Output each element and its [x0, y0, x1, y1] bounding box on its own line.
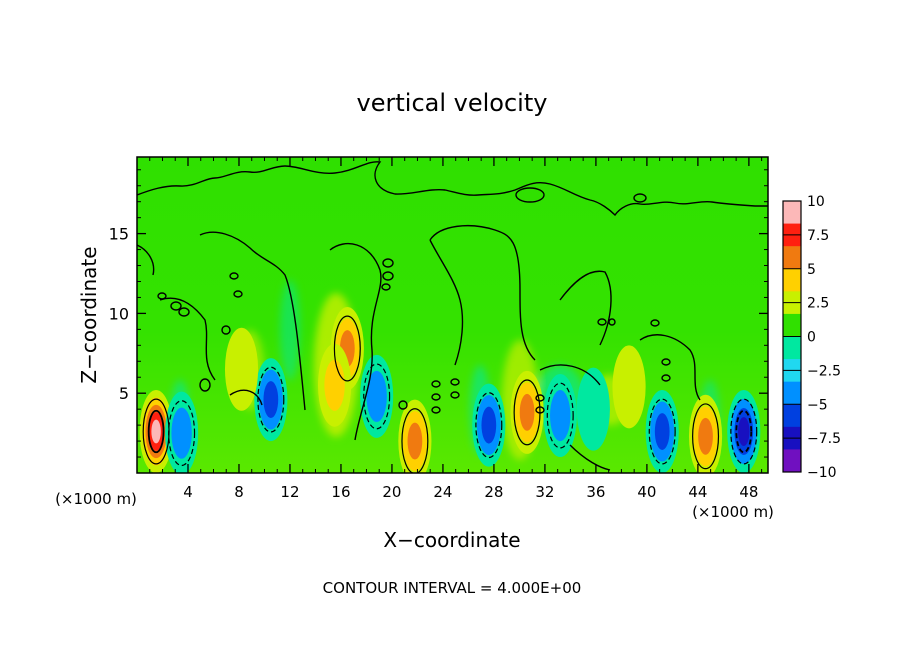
colorbar-swatch — [783, 313, 801, 337]
feature-level — [481, 406, 497, 444]
feature-cell — [398, 399, 432, 473]
x-axis-label: X−coordinate — [383, 528, 520, 552]
x-tick-label: 40 — [637, 483, 656, 501]
feature-cell — [576, 367, 610, 451]
x-unit-right: (×1000 m) — [692, 503, 774, 521]
feature-level — [151, 419, 161, 444]
colorbar-swatch — [783, 449, 801, 473]
colorbar-tick-label: 2.5 — [807, 296, 829, 312]
colorbar-swatch — [783, 268, 801, 292]
feature-cell — [688, 394, 723, 473]
feature-contour — [692, 403, 720, 470]
x-tick-label: 44 — [688, 483, 707, 501]
colorbar-tick-label: 7.5 — [807, 228, 829, 244]
y-tick-label: 5 — [119, 384, 129, 403]
feature-contour — [168, 400, 196, 467]
feature-cell — [612, 345, 646, 429]
colorbar-swatch — [783, 404, 801, 428]
colorbar-tick-label: 5 — [807, 262, 816, 278]
x-tick-label: 16 — [331, 483, 350, 501]
colorbar-tick-label: 10 — [807, 194, 825, 210]
x-tick-label: 32 — [535, 483, 554, 501]
feature-level — [519, 393, 535, 431]
x-axis: 4 8 12 16 20 24 28 32 36 40 44 48 — [149, 157, 763, 501]
x-tick-label: 20 — [382, 483, 401, 501]
feature-cell — [645, 390, 679, 473]
feature-level — [698, 417, 713, 455]
x-tick-label: 8 — [234, 483, 244, 501]
feature-contours — [142, 315, 758, 473]
feature-cell — [510, 370, 544, 454]
feature-contour — [333, 315, 361, 382]
feature-contour — [257, 366, 285, 433]
feature-cell — [472, 383, 506, 467]
feature-level — [366, 370, 387, 422]
feature-level — [324, 359, 345, 411]
feature-level — [550, 390, 571, 442]
feature-contour — [401, 408, 429, 473]
x-tick-label: 48 — [739, 483, 758, 501]
feature-level — [576, 367, 610, 451]
x-tick-label: 36 — [586, 483, 605, 501]
y-tick-label: 10 — [109, 304, 129, 323]
feature-level — [171, 407, 192, 459]
feature-level — [224, 327, 259, 411]
feature-contour — [475, 392, 503, 459]
colorbar-tick-label: −10 — [807, 465, 837, 481]
colorbar-tick-label: −7.5 — [807, 431, 841, 447]
plot-frame — [136, 156, 769, 474]
feature-cell — [224, 327, 259, 411]
feature-level — [612, 345, 646, 429]
feature-contour-inner — [147, 409, 165, 454]
feature-contour — [730, 398, 758, 465]
feature-cell — [543, 374, 577, 458]
feature-cell — [360, 354, 394, 438]
colorbar-tick-label: −2.5 — [807, 363, 841, 379]
feature-contour — [648, 398, 676, 465]
feature-level — [654, 413, 670, 450]
x-tick-label: 4 — [183, 483, 193, 501]
colorbar-swatch — [783, 336, 801, 360]
feature-level — [738, 417, 750, 446]
feature-contour — [513, 379, 541, 446]
contour-lines — [137, 161, 768, 471]
y-axis: 5 10 15 — [109, 169, 768, 458]
chart-title: vertical velocity — [357, 89, 548, 117]
x-unit-left: (×1000 m) — [55, 490, 137, 508]
feature-level — [407, 422, 423, 460]
x-tick-label: 28 — [484, 483, 503, 501]
feature-contour — [546, 382, 574, 449]
feature-level — [263, 381, 279, 419]
feature-contour — [363, 363, 391, 430]
feature-cell — [318, 343, 352, 427]
colorbar-swatch — [783, 246, 801, 270]
colorbar-tick-label: −5 — [807, 397, 828, 413]
y-axis-label: Z−coordinate — [77, 246, 101, 383]
colorbar-swatch — [783, 381, 801, 405]
feature-contour-inner — [735, 409, 753, 454]
y-tick-label: 15 — [109, 225, 129, 244]
x-tick-label: 12 — [280, 483, 299, 501]
colorbar-swatch — [783, 201, 801, 225]
feature-cell — [727, 390, 761, 473]
feature-cell — [254, 358, 288, 442]
x-tick-label: 24 — [433, 483, 452, 501]
plot-area — [136, 156, 769, 474]
colorbar-tick-label: 0 — [807, 330, 816, 346]
contour-interval-label: CONTOUR INTERVAL = 4.000E+00 — [323, 579, 582, 597]
feature-cell — [165, 391, 199, 473]
colorbar: 10 7.5 5 2.5 0 −2.5 −5 −7.5 −10 — [782, 194, 841, 481]
